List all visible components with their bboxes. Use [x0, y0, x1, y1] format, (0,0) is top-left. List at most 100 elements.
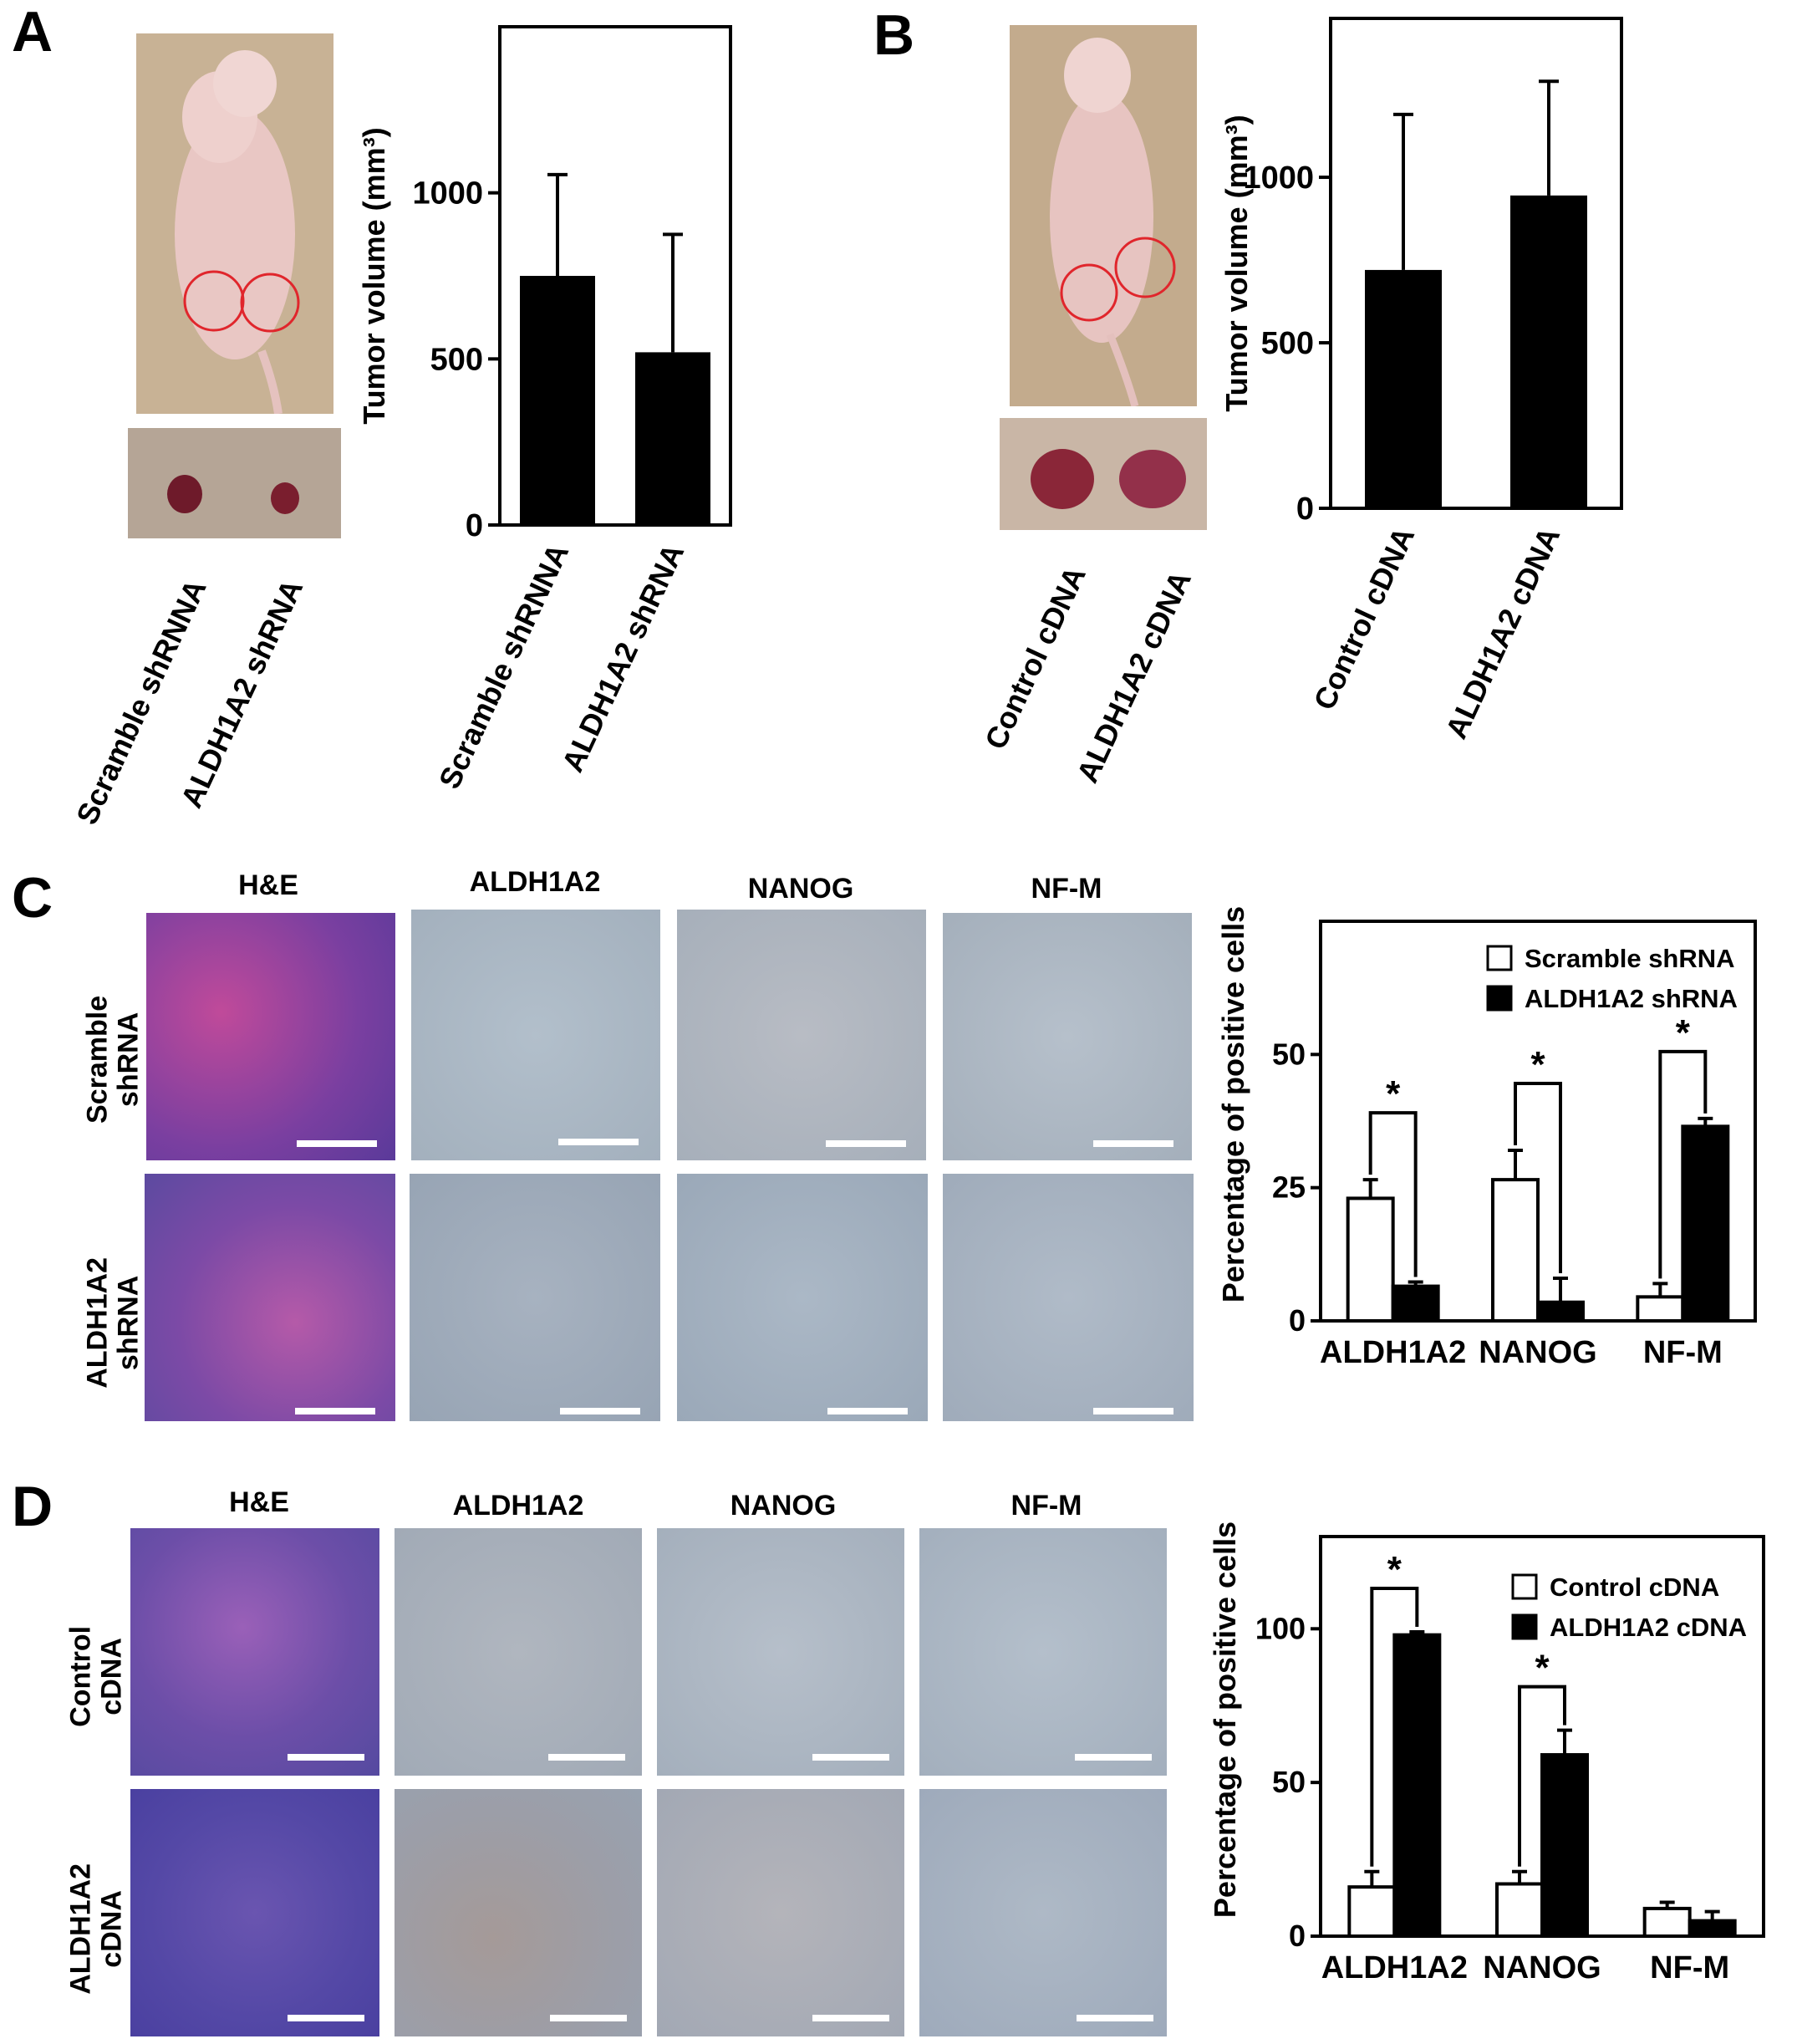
y-tick-label: 100	[1255, 1611, 1306, 1645]
bar	[635, 352, 710, 525]
significance-bracket	[1518, 1685, 1566, 1867]
bar-series-1	[1346, 1196, 1395, 1323]
tumor-photo-a	[128, 428, 341, 538]
panel-letter-d: D	[12, 1475, 53, 1538]
ihc-image-c-scramble-nanog	[677, 910, 926, 1160]
row-head-d-2-line1: ALDH1A2	[64, 1863, 97, 1995]
panel-letter-a: A	[12, 0, 53, 64]
ihc-image-c-aldh-shrna-nanog	[677, 1174, 928, 1421]
legend-swatch	[1486, 985, 1513, 1012]
x-tick-label: Scramble shRNNA	[432, 538, 576, 794]
col-head-d-he: H&E	[229, 1486, 289, 1518]
bar-series-2	[1392, 1633, 1442, 1939]
photo-label-b-2: ALDH1A2 cDNA	[1070, 565, 1198, 788]
he-image-c-scramble	[146, 913, 395, 1160]
ihc-image-d-control-nfm	[919, 1528, 1167, 1776]
col-head-d-aldh: ALDH1A2	[452, 1490, 584, 1522]
bar	[520, 276, 595, 525]
legend-swatch	[1511, 1613, 1538, 1640]
tumor-photo-b	[1000, 418, 1207, 530]
significance-star: *	[1387, 1549, 1402, 1590]
row-head-d-1-line1: Control	[64, 1625, 97, 1727]
photo-label-b-1: Control cDNA	[978, 561, 1092, 755]
panel-letter-c: C	[12, 866, 53, 930]
col-head-c-nanog: NANOG	[747, 873, 854, 905]
y-tick-label: 25	[1272, 1170, 1306, 1205]
significance-star: *	[1676, 1012, 1691, 1053]
x-tick-label: NF-M	[1643, 1335, 1723, 1370]
bar	[1365, 269, 1442, 508]
he-image-c-aldh-shrna	[145, 1174, 395, 1421]
x-tick-label: ALDH1A2	[1320, 1335, 1466, 1370]
legend-label: Control cDNA	[1550, 1573, 1719, 1602]
bar-series-1	[1642, 1906, 1692, 1938]
bar-series-2	[1681, 1124, 1730, 1323]
x-tick-label: ALDH1A2 shRNA	[555, 538, 690, 777]
y-tick-label: 50	[1272, 1765, 1306, 1799]
y-tick-label: 0	[1289, 1303, 1306, 1338]
ihc-image-c-scramble-aldh1a2	[411, 910, 660, 1160]
y-tick-label: 500	[430, 342, 483, 377]
y-tick-label: 0	[1296, 492, 1314, 527]
y-tick-label: 1000	[1243, 161, 1314, 196]
bar-series-2	[1536, 1300, 1585, 1323]
plot-frame	[498, 25, 732, 527]
ihc-image-c-scramble-nfm	[943, 913, 1192, 1160]
significance-bracket	[1658, 1049, 1708, 1279]
x-tick-label: ALDH1A2 cDNA	[1438, 522, 1566, 744]
row-head-c-2-line2: shRNA	[113, 1275, 145, 1371]
mouse-photo-b	[1010, 25, 1197, 408]
y-axis-label: Tumor volume (mm³)	[357, 127, 391, 424]
x-tick-label: NANOG	[1483, 1950, 1601, 1985]
tumor-volume-chart-a: 0 500 1000 Tumor volume (mm³) Scramble shRNN…	[357, 25, 732, 794]
bar-series-1	[1636, 1295, 1685, 1323]
bar-series-1	[1495, 1882, 1544, 1938]
significance-star: *	[1386, 1073, 1401, 1114]
y-tick-label: 0	[466, 508, 483, 543]
legend-label: ALDH1A2 cDNA	[1550, 1613, 1747, 1642]
row-head-c-2-line1: ALDH1A2	[81, 1256, 114, 1389]
row-head-d-1: Control cDNA	[64, 1593, 129, 1760]
legend-label: Scramble shRNA	[1525, 944, 1735, 973]
col-head-c-he: H&E	[238, 869, 298, 901]
row-head-c-1-line1: Scramble	[81, 995, 114, 1124]
row-head-c-2: ALDH1A2 shRNA	[81, 1239, 145, 1406]
row-head-c-1-line2: shRNA	[113, 1012, 145, 1108]
ihc-image-d-control-aldh1a2	[395, 1528, 642, 1776]
x-tick-label: NANOG	[1479, 1335, 1596, 1370]
bar-series-2	[1540, 1753, 1589, 1938]
ihc-image-d-control-nanog	[657, 1528, 904, 1776]
x-tick-label: NF-M	[1650, 1950, 1729, 1985]
row-head-d-2-line2: cDNA	[96, 1890, 128, 1968]
col-head-d-nanog: NANOG	[730, 1490, 837, 1522]
y-axis-label: Percentage of positive cells	[1216, 906, 1250, 1302]
bar-series-2	[1688, 1919, 1737, 1939]
bar-series-2	[1391, 1284, 1440, 1323]
col-head-c-aldh: ALDH1A2	[469, 866, 601, 898]
significance-bracket	[1514, 1082, 1562, 1274]
significance-bracket	[1368, 1111, 1418, 1277]
bar-series-1	[1491, 1178, 1540, 1323]
plot-frame	[1329, 17, 1623, 510]
y-axis-label: Tumor volume (mm³)	[1219, 115, 1254, 411]
he-image-d-aldh-cdna	[130, 1789, 379, 2036]
ihc-image-d-aldh-cdna-nfm	[919, 1789, 1167, 2036]
legend-label: ALDH1A2 shRNA	[1525, 984, 1738, 1013]
col-head-c-nfm: NF-M	[1031, 873, 1102, 905]
y-tick-label: 50	[1272, 1037, 1306, 1071]
row-head-d-2: ALDH1A2 cDNA	[64, 1845, 129, 2012]
y-tick-label: 500	[1261, 326, 1314, 361]
col-head-d-nfm: NF-M	[1010, 1490, 1082, 1522]
he-image-d-control	[130, 1528, 379, 1776]
legend-swatch	[1511, 1573, 1538, 1600]
legend-swatch	[1486, 945, 1513, 971]
row-head-d-1-line2: cDNA	[96, 1638, 128, 1715]
ihc-image-d-aldh-cdna-nanog	[657, 1789, 904, 2036]
ihc-image-c-aldh-shrna-nfm	[943, 1174, 1194, 1421]
bar-series-1	[1347, 1885, 1397, 1938]
y-tick-label: 1000	[412, 176, 483, 212]
ihc-image-c-aldh-shrna-aldh1a2	[410, 1174, 660, 1421]
